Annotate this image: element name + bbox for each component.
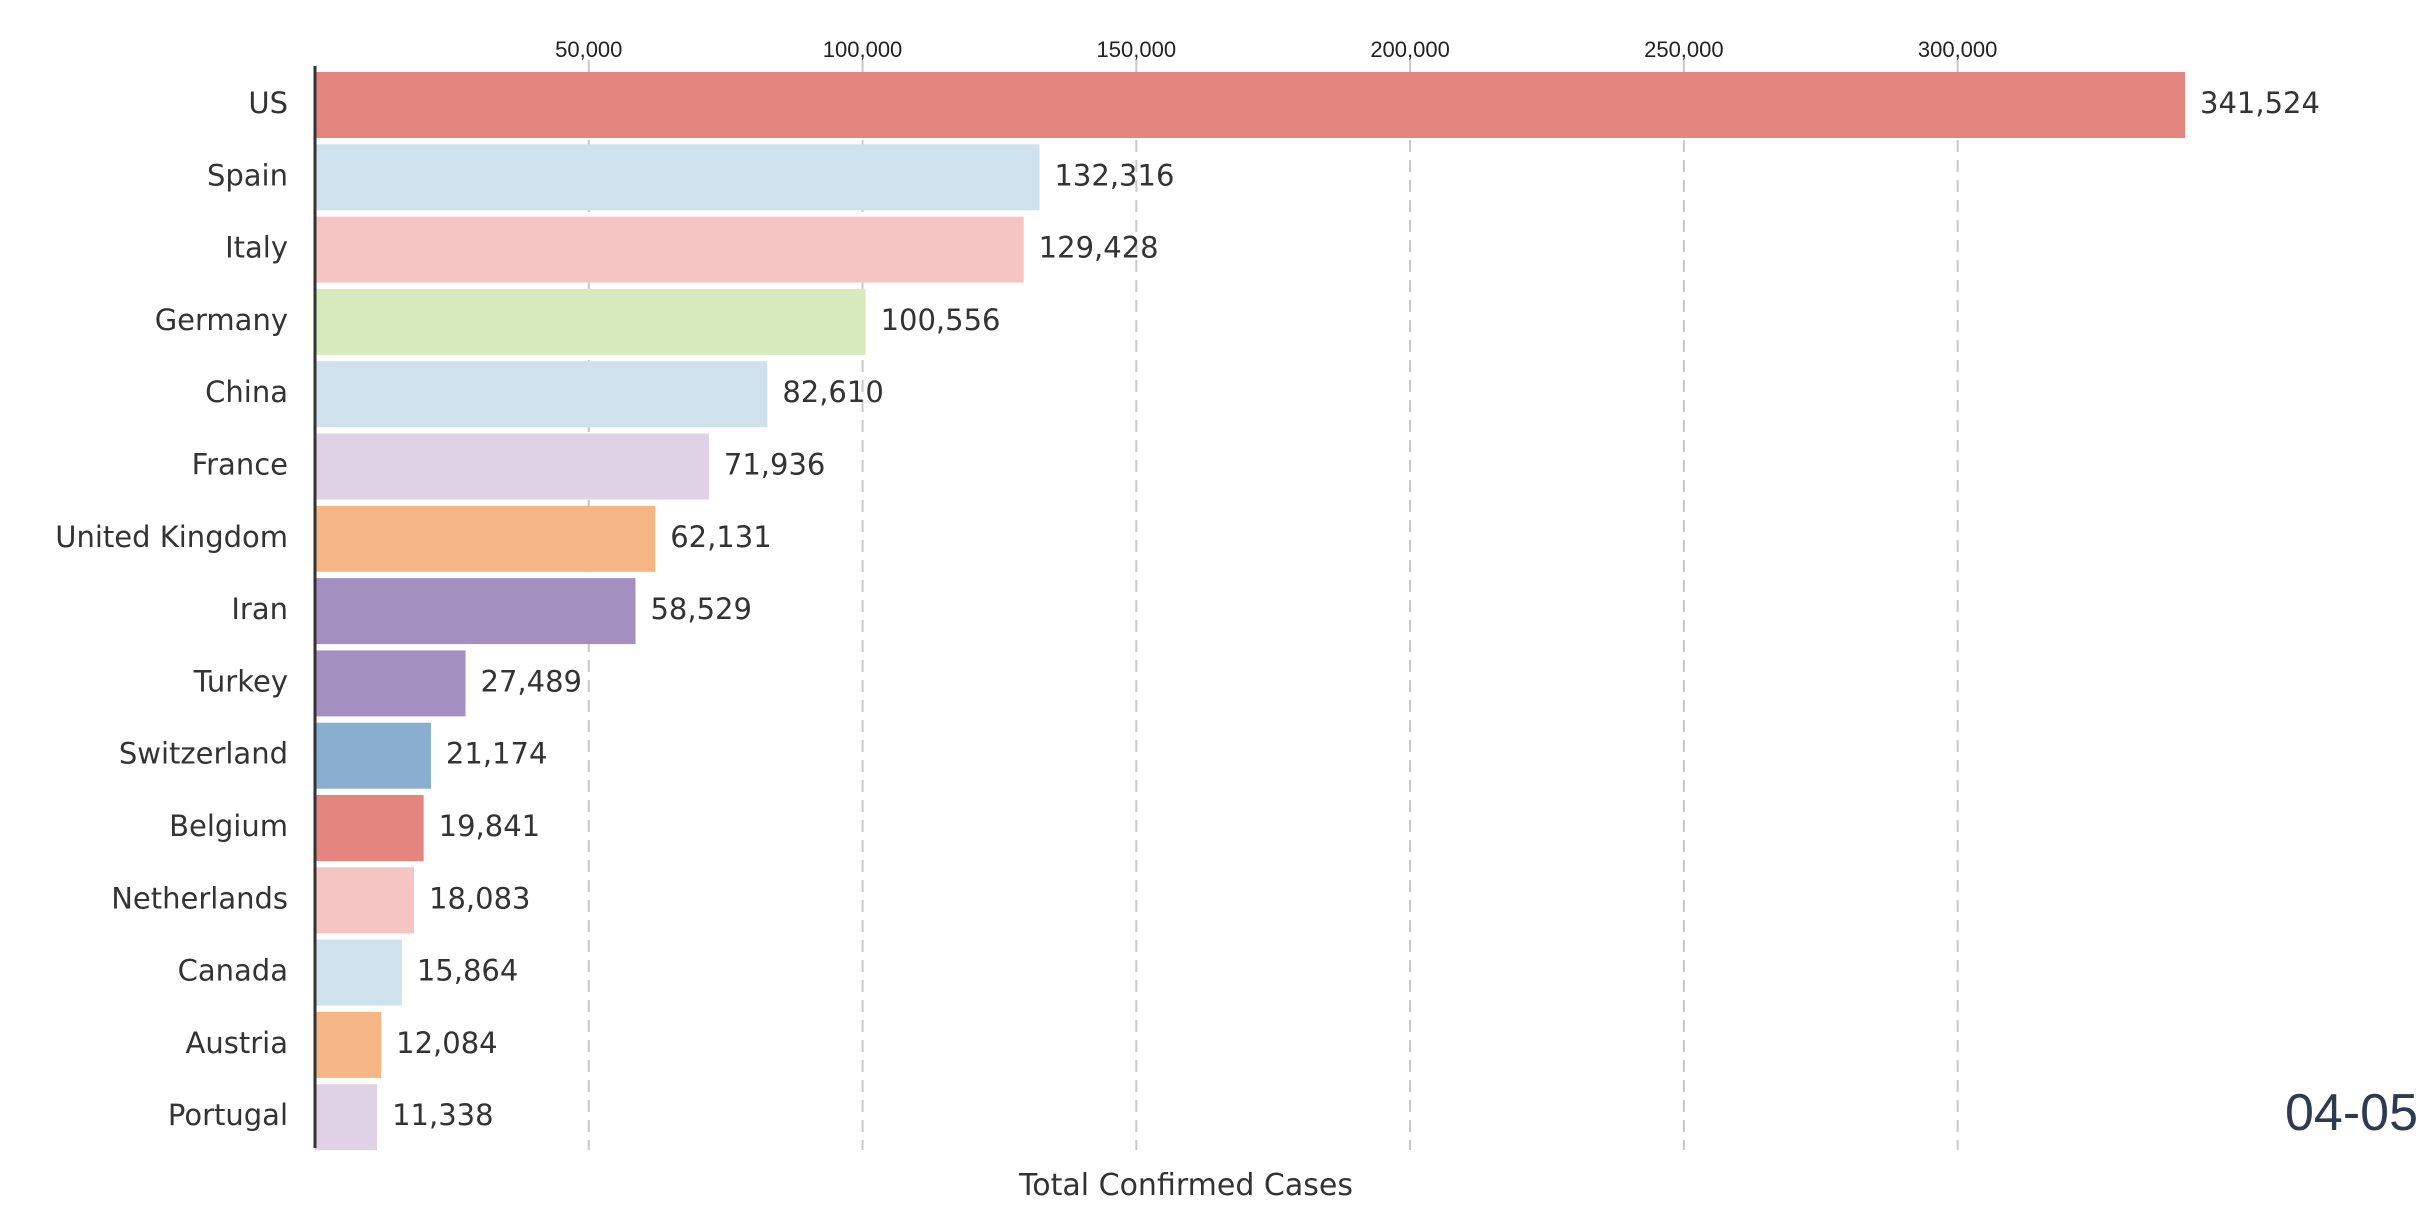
category-label: Portugal [168, 1098, 288, 1132]
bar [315, 722, 431, 789]
x-tick-label: 300,000 [1918, 37, 1998, 62]
bar [315, 939, 402, 1006]
bar [315, 505, 656, 572]
bar [315, 433, 709, 500]
value-label: 21,174 [446, 737, 547, 771]
value-labels: 341,524 132,316 129,428 100,556 82,610 71,936… [392, 86, 2320, 1132]
value-label: 71,936 [724, 448, 825, 482]
bar [315, 578, 636, 645]
category-label: Italy [225, 231, 288, 265]
bar [315, 216, 1024, 283]
value-label: 341,524 [2200, 86, 2320, 120]
bar [315, 361, 768, 428]
category-label: China [205, 375, 288, 409]
category-label: Belgium [169, 809, 288, 843]
category-label: Turkey [193, 664, 288, 698]
value-label: 129,428 [1039, 231, 1159, 265]
value-label: 27,489 [481, 664, 582, 698]
value-label: 18,083 [429, 881, 530, 915]
bar [315, 1084, 378, 1151]
x-tick-label: 150,000 [1097, 37, 1177, 62]
category-label: Germany [155, 303, 288, 337]
bar [315, 144, 1040, 211]
x-tick-label: 250,000 [1644, 37, 1724, 62]
bar [315, 288, 866, 355]
bar [315, 1011, 382, 1078]
value-label: 62,131 [670, 520, 771, 554]
bar [315, 72, 2185, 138]
value-label: 12,084 [396, 1026, 497, 1060]
bar [315, 867, 415, 934]
x-axis-title: Total Confirmed Cases [1018, 1168, 1353, 1203]
bar [315, 650, 466, 717]
bar [315, 795, 424, 861]
value-label: 82,610 [782, 375, 883, 409]
category-label: Iran [231, 592, 288, 626]
value-label: 19,841 [439, 809, 540, 843]
category-label: Austria [186, 1026, 288, 1060]
value-label: 15,864 [417, 954, 518, 988]
bars [315, 72, 2185, 1151]
value-label: 100,556 [881, 303, 1001, 337]
value-label: 132,316 [1054, 158, 1174, 192]
category-labels: US Spain Italy Germany China France United Kin… [55, 86, 288, 1132]
category-label: France [192, 448, 288, 482]
category-label: Switzerland [119, 737, 288, 771]
value-label: 11,338 [392, 1098, 493, 1132]
category-label: United Kingdom [55, 520, 288, 554]
category-label: Canada [178, 954, 288, 988]
category-label: Netherlands [111, 881, 288, 915]
x-tick-label: 200,000 [1370, 37, 1450, 62]
category-label: Spain [207, 158, 288, 192]
x-tick-label: 100,000 [823, 37, 903, 62]
category-label: US [248, 86, 288, 120]
x-tick-label: 50,000 [555, 37, 622, 62]
x-tick-labels: 50,000 100,000 150,000 200,000 250,000 300,00… [555, 37, 1997, 62]
value-label: 58,529 [650, 592, 751, 626]
date-label: 04-05 [2285, 1084, 2418, 1142]
